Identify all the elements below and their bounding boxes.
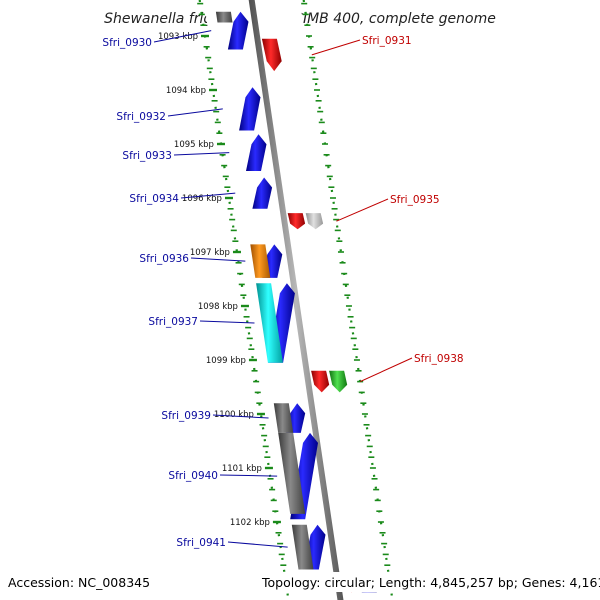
gene-0939b[interactable] xyxy=(273,403,294,433)
gene-label-sfri-0931[interactable]: Sfri_0931 xyxy=(362,35,412,47)
kbp-tick-label: 1101 kbp xyxy=(222,464,262,474)
gene-0931[interactable] xyxy=(261,38,282,72)
gene-label-sfri-0939[interactable]: Sfri_0939 xyxy=(161,410,211,422)
gene-0933[interactable] xyxy=(246,134,267,171)
gene-0935[interactable] xyxy=(287,213,306,230)
gene-label-leader xyxy=(190,257,246,262)
gene-features xyxy=(215,11,377,593)
kbp-tick-label: 1099 kbp xyxy=(206,356,246,366)
gene-0938[interactable] xyxy=(311,370,330,393)
gene-label-leader xyxy=(180,192,236,199)
kbp-tick-label: 1095 kbp xyxy=(174,140,214,150)
gene-label-leader xyxy=(359,357,413,383)
accession-text: Accession: NC_008345 xyxy=(8,575,150,590)
gene-label-sfri-0932[interactable]: Sfri_0932 xyxy=(116,111,166,123)
gene-label-leader xyxy=(219,474,278,477)
footer-right-bg xyxy=(262,572,600,592)
kbp-tick-label: 1098 kbp xyxy=(198,302,238,312)
gene-0934[interactable] xyxy=(252,177,273,209)
gene-0938b[interactable] xyxy=(329,370,348,393)
gene-0936b[interactable] xyxy=(250,244,271,278)
backbone-bar xyxy=(248,0,344,600)
gene-label-sfri-0940[interactable]: Sfri_0940 xyxy=(168,470,218,482)
gene-label-sfri-0936[interactable]: Sfri_0936 xyxy=(139,253,189,265)
gene-0937b[interactable] xyxy=(256,283,283,363)
backbone xyxy=(203,0,389,600)
gene-label-sfri-0938[interactable]: Sfri_0938 xyxy=(414,353,464,365)
gene-label-leader xyxy=(227,541,288,548)
gene-0940b[interactable] xyxy=(278,432,306,514)
footer-left-bg xyxy=(0,572,262,592)
gene-label-leader xyxy=(153,30,212,43)
gene-0941b[interactable] xyxy=(291,524,314,570)
gene-0935b[interactable] xyxy=(305,213,324,230)
gene-label-leader xyxy=(212,414,269,419)
gene-label-leader xyxy=(173,152,230,156)
kbp-tick-label: 1097 kbp xyxy=(190,248,230,258)
gene-label-sfri-0941[interactable]: Sfri_0941 xyxy=(176,537,226,549)
gene-label-leader xyxy=(199,320,255,324)
gene-label-leader xyxy=(311,39,361,56)
kbp-tick-label: 1096 kbp xyxy=(182,194,222,204)
kbp-tick-label: 1102 kbp xyxy=(230,518,270,528)
gene-label-sfri-0930[interactable]: Sfri_0930 xyxy=(102,37,152,49)
gene-top-gray[interactable] xyxy=(215,11,233,23)
kbp-tick-label: 1100 kbp xyxy=(214,410,254,420)
gene-label-sfri-0935[interactable]: Sfri_0935 xyxy=(390,194,440,206)
gene-label-sfri-0933[interactable]: Sfri_0933 xyxy=(122,150,172,162)
gene-label-sfri-0937[interactable]: Sfri_0937 xyxy=(148,316,198,328)
topology-text: Topology: circular; Length: 4,845,257 bp… xyxy=(261,575,600,590)
gene-labels: Sfri_0930 Sfri_0931 Sfri_0932 Sfri_0933 Sfri… xyxy=(102,30,464,549)
kbp-tick-label: 1094 kbp xyxy=(166,86,206,96)
gene-label-sfri-0934[interactable]: Sfri_0934 xyxy=(129,193,179,205)
gene-0930[interactable] xyxy=(227,11,249,50)
gene-label-leader xyxy=(336,198,389,222)
gene-0932[interactable] xyxy=(239,87,261,131)
gene-label-leader xyxy=(167,108,223,117)
